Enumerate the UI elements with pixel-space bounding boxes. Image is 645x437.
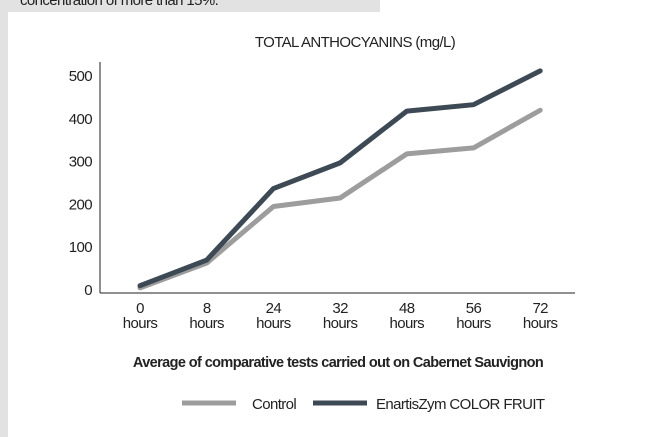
y-tick-label: 400	[69, 111, 92, 128]
x-tick-label: 8 hours	[189, 300, 224, 332]
legend-label: EnartisZym COLOR FRUIT	[376, 396, 545, 413]
legend-label: Control	[252, 396, 296, 413]
line-series	[137, 68, 543, 289]
left-strip	[0, 0, 8, 437]
x-tick-label: 72 hours	[522, 300, 558, 332]
x-tick-label: 32 hours	[322, 300, 358, 332]
top-strip	[0, 0, 380, 12]
x-tick-label: 48 hours	[389, 300, 425, 332]
x-tick-label: 24 hours	[256, 300, 291, 332]
y-tick-label: 0	[84, 282, 92, 299]
y-tick-label: 500	[69, 68, 92, 85]
y-tick-label: 300	[69, 154, 92, 171]
line-series	[137, 107, 543, 291]
chart-title: TOTAL ANTHOCYANINS (mg/L)	[255, 34, 456, 51]
x-tick-label: 56 hours	[456, 300, 491, 332]
chart-subtitle: Average of comparative tests carried out…	[133, 355, 543, 371]
x-tick-label: 0 hours	[122, 300, 158, 332]
y-tick-label: 200	[69, 196, 92, 213]
header-text: concentration of more than 15%.	[20, 0, 218, 9]
y-tick-label: 100	[69, 239, 92, 256]
